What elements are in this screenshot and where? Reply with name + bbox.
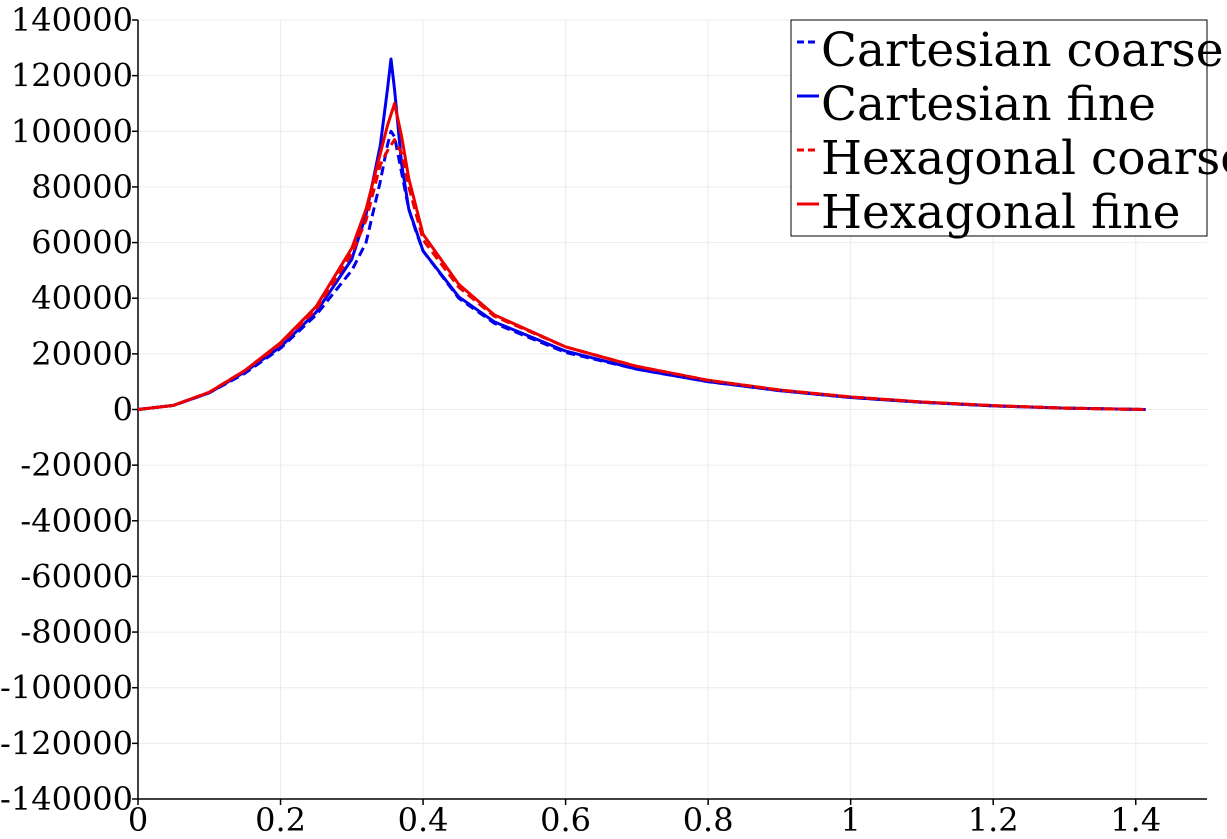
y-tick-label: 140000: [11, 1, 133, 39]
series-layer: [137, 57, 1146, 411]
y-tick-label: 60000: [31, 224, 133, 262]
y-tick-label: -120000: [0, 724, 133, 762]
x-tick-label: 0.6: [540, 801, 591, 839]
y-tick-label: 0: [113, 391, 133, 429]
legend-box: [790, 19, 1208, 237]
series-line-cartesian-coarse: [137, 129, 1146, 411]
y-tick-label: 80000: [31, 168, 133, 206]
x-tick-label: 1.2: [968, 801, 1019, 839]
x-tick-label: 1: [840, 801, 860, 839]
legend-label-cartesian-fine: Cartesian fine: [821, 77, 1156, 132]
y-tick-label: -40000: [20, 502, 133, 540]
x-tick-label: 0.4: [398, 801, 449, 839]
legend-label-hexagonal-coarse: Hexagonal coarse: [821, 131, 1227, 186]
legend-label-hexagonal-fine: Hexagonal fine: [821, 185, 1180, 240]
y-tick-label: 120000: [11, 57, 133, 95]
y-tick-label: -20000: [20, 446, 133, 484]
y-tick-label: 40000: [31, 279, 133, 317]
y-tick-label: -100000: [0, 669, 133, 707]
y-tick-label: -140000: [0, 780, 133, 818]
legend-label-cartesian-coarse: Cartesian coarse: [821, 23, 1224, 78]
x-tick-label: 0: [128, 801, 148, 839]
x-tick-label: 0.2: [255, 801, 306, 839]
series-line-hexagonal-coarse: [137, 138, 1146, 411]
y-tick-label: 100000: [11, 112, 133, 150]
y-tick-label: 20000: [31, 335, 133, 373]
x-tick-label: 0.8: [683, 801, 734, 839]
y-tick-label: -60000: [20, 557, 133, 595]
x-tick-label: 1.4: [1110, 801, 1161, 839]
y-tick-label: -80000: [20, 613, 133, 651]
